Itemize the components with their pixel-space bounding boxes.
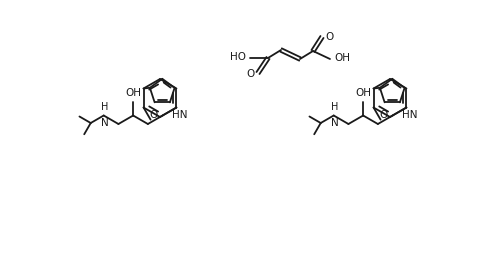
- Text: N: N: [330, 118, 338, 127]
- Text: H: H: [330, 102, 338, 112]
- Text: HO: HO: [229, 52, 245, 62]
- Text: N: N: [101, 118, 108, 127]
- Text: OH: OH: [354, 88, 371, 98]
- Text: HN: HN: [171, 110, 187, 120]
- Text: OH: OH: [125, 88, 141, 98]
- Text: O: O: [324, 32, 333, 42]
- Text: OH: OH: [333, 53, 349, 63]
- Text: HN: HN: [401, 110, 417, 120]
- Text: H: H: [101, 102, 108, 112]
- Text: O: O: [149, 110, 157, 120]
- Text: O: O: [379, 110, 387, 120]
- Text: O: O: [246, 69, 254, 79]
